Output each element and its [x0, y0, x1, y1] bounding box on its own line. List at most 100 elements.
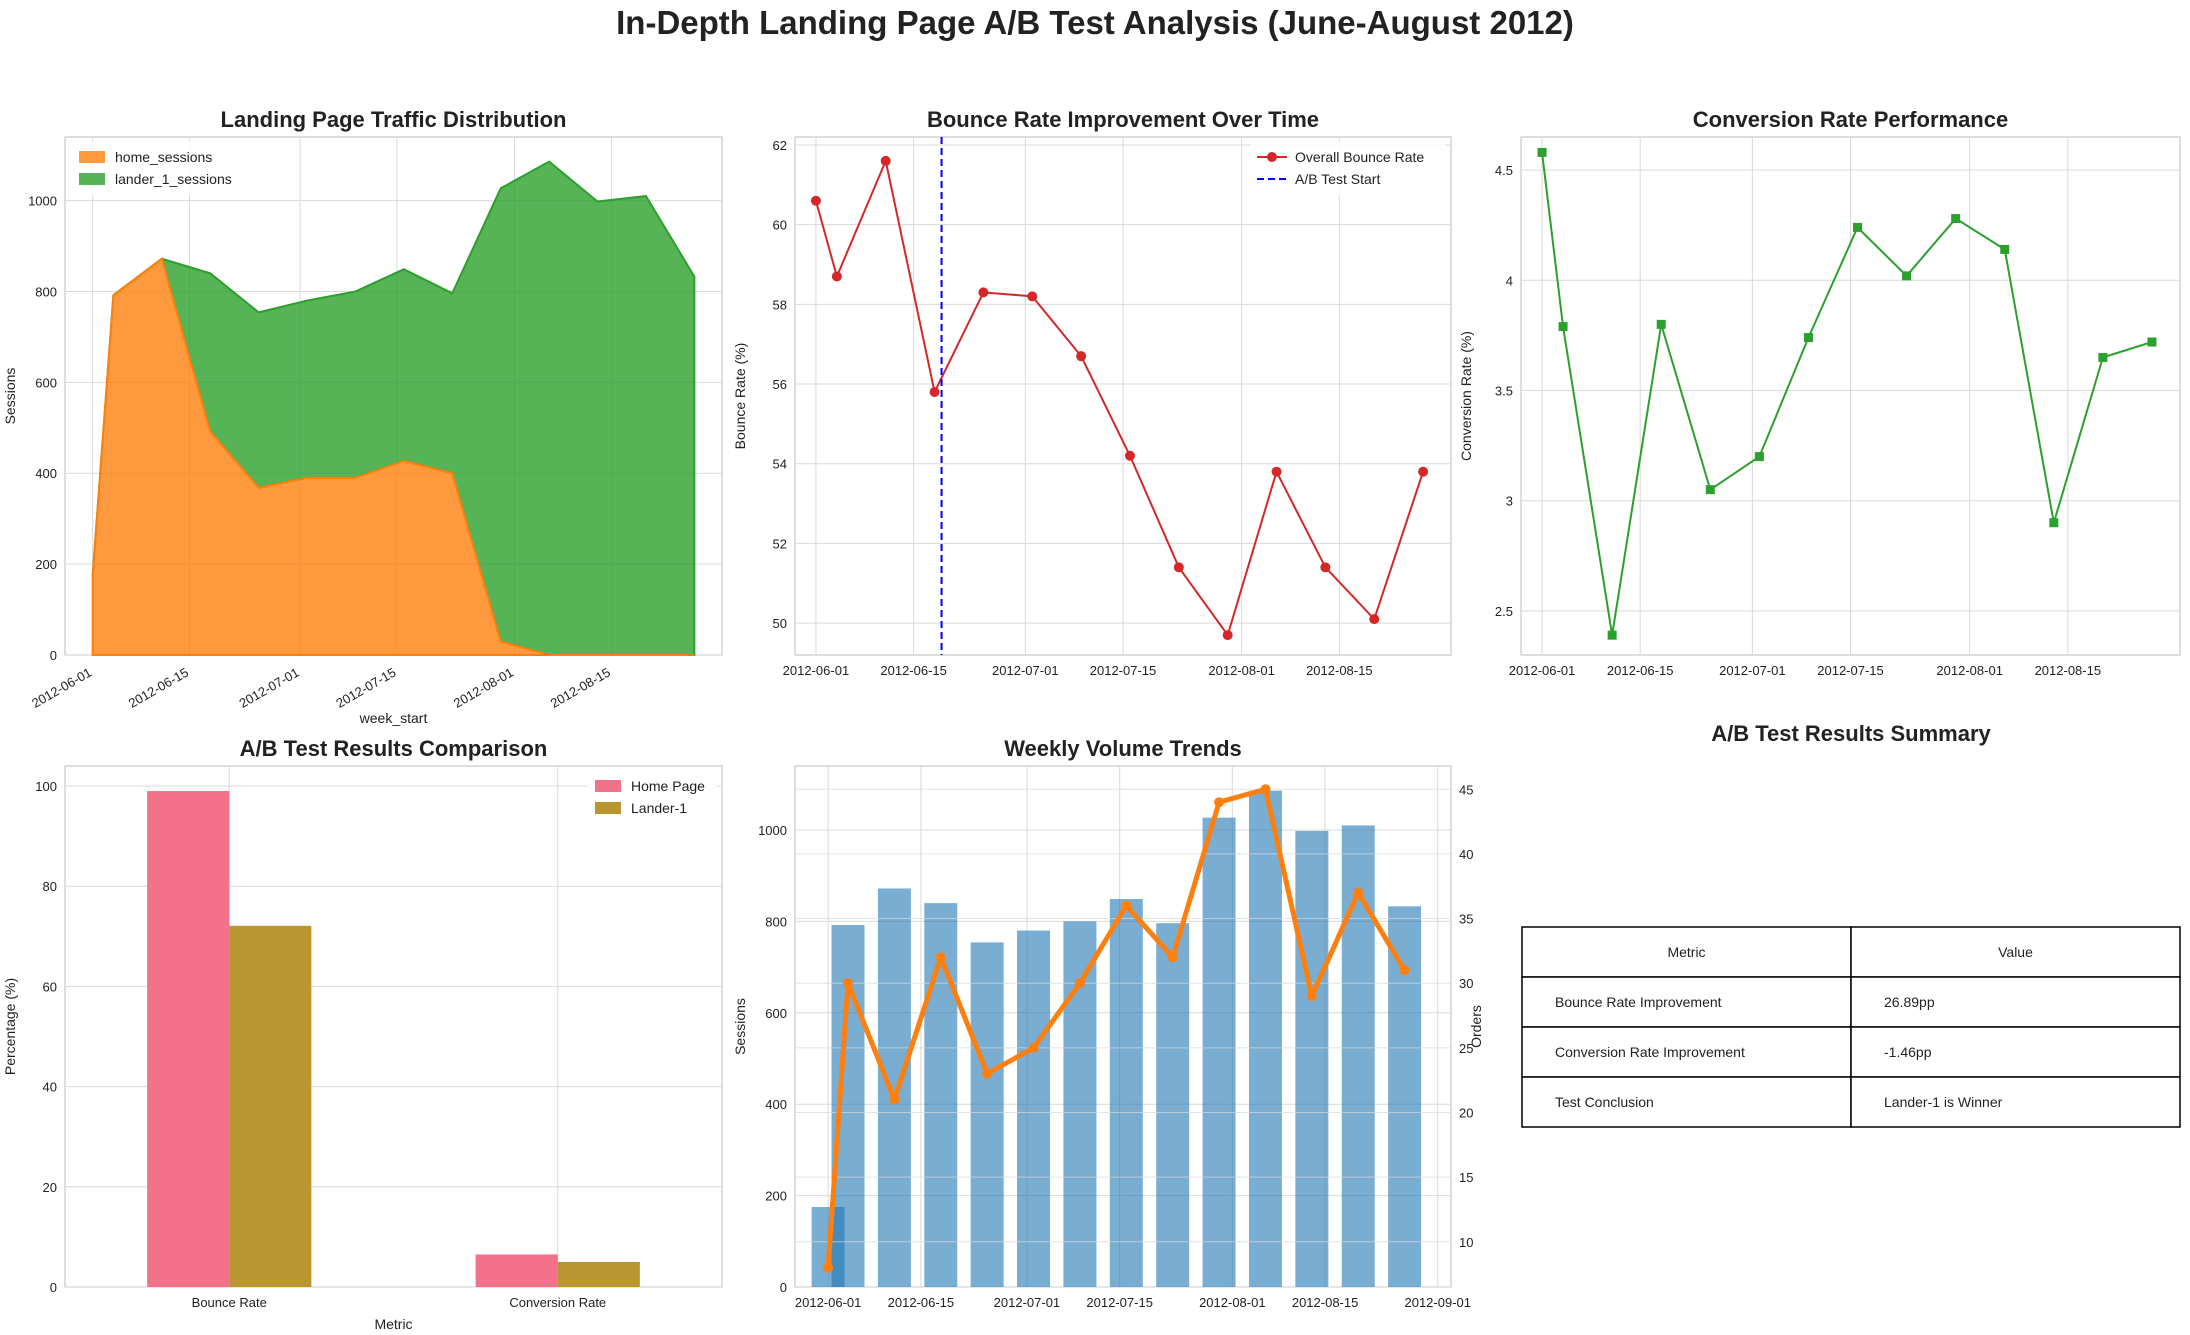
summary-cell — [1850, 976, 2181, 1028]
summary-cell — [1850, 1026, 2181, 1078]
sessions-bar — [1202, 817, 1236, 1287]
summary-metric-cell: Bounce Rate Improvement — [1555, 994, 1722, 1010]
traffic-ytick-label: 0 — [50, 648, 57, 663]
summary-header-metric: Metric — [1667, 944, 1705, 960]
traffic-chart: 0 200 400 600 800 1000 Sessions 2012-06-01 2012-… — [2, 107, 723, 726]
conversion-xtick-label: 2012-07-15 — [1817, 663, 1884, 678]
abcompare-chart: 0 20 40 60 80 100 Percentage (%) Bounce Rate Con… — [2, 736, 723, 1332]
summary-metric-cell: Test Conclusion — [1555, 1094, 1654, 1110]
volume-y2tick-label: 20 — [1459, 1105, 1473, 1120]
conversion-rate-point — [1558, 322, 1568, 332]
orders-point — [1260, 784, 1271, 795]
conversion-rate-point — [2000, 244, 2010, 254]
abcompare-xtick-label: Conversion Rate — [509, 1295, 606, 1310]
bounce-rate-point — [831, 271, 842, 282]
bounce-rate-point — [1418, 466, 1429, 477]
bounce-rate-point — [1076, 351, 1087, 362]
orders-point — [889, 1094, 900, 1105]
conversion-xtick-label: 2012-06-01 — [1509, 663, 1576, 678]
summary-cell — [1850, 1076, 2181, 1128]
bounce-legend-label: A/B Test Start — [1295, 171, 1380, 187]
traffic-legend-swatch — [79, 173, 105, 185]
bounce-ytick-label: 54 — [773, 457, 787, 472]
bounce-legend — [1251, 141, 1445, 195]
conversion-rate-line — [1541, 152, 2153, 636]
volume-title: Weekly Volume Trends — [1004, 736, 1242, 761]
traffic-xtick-label: 2012-06-01 — [29, 665, 94, 711]
volume-y2tick-label: 30 — [1459, 976, 1473, 991]
volume-ytick-label: 600 — [765, 1006, 787, 1021]
volume-ytick-label: 0 — [780, 1280, 787, 1295]
bounce-ytick-label: 50 — [773, 616, 787, 631]
traffic-ytick-label: 400 — [35, 466, 57, 481]
traffic-legend — [71, 141, 271, 195]
abcompare-ytick-label: 0 — [50, 1280, 57, 1295]
sessions-bar — [1063, 921, 1097, 1287]
conversion-ytick-label: 4.5 — [1495, 163, 1513, 178]
abcompare-ytick-label: 80 — [43, 879, 57, 894]
abcompare-legend-label: Lander-1 — [631, 800, 687, 816]
conversion-xtick-label: 2012-07-01 — [1719, 663, 1786, 678]
summary-value-cell: -1.46pp — [1884, 1044, 1932, 1060]
abcompare-ytick-label: 20 — [43, 1180, 57, 1195]
sessions-bar — [970, 942, 1004, 1287]
orders-point — [982, 1068, 993, 1079]
bounce-rate-point — [978, 287, 989, 298]
bounce-legend-marker — [1267, 152, 1277, 162]
bounce-rate-point — [929, 387, 940, 398]
orders-point — [1306, 991, 1317, 1002]
volume-y2tick-label: 35 — [1459, 912, 1473, 927]
conversion-ytick-label: 3 — [1506, 494, 1513, 509]
volume-y2tick-label: 45 — [1459, 782, 1473, 797]
bounce-ytick-label: 58 — [773, 297, 787, 312]
sessions-bar — [1341, 825, 1375, 1287]
conversion-xtick-label: 2012-08-15 — [2035, 663, 2102, 678]
orders-point — [1074, 978, 1085, 989]
abcompare-ytick-label: 100 — [35, 779, 57, 794]
conversion-rate-point — [2049, 518, 2059, 528]
volume-xtick-label: 2012-07-15 — [1086, 1295, 1153, 1310]
traffic-y-axis-label: Sessions — [2, 368, 18, 425]
volume-y2tick-label: 25 — [1459, 1041, 1473, 1056]
volume-xtick-label: 2012-08-01 — [1199, 1295, 1266, 1310]
conversion-y-axis-label: Conversion Rate (%) — [1458, 331, 1474, 461]
volume-xtick-label: 2012-07-01 — [994, 1295, 1061, 1310]
traffic-xtick-label: 2012-08-15 — [548, 665, 613, 711]
volume-ytick-label: 200 — [765, 1189, 787, 1204]
volume-xtick-label: 2012-09-01 — [1404, 1295, 1471, 1310]
home-page-bar — [147, 791, 230, 1287]
volume-y2-axis-label: Orders — [1468, 1005, 1484, 1048]
conversion-rate-point — [1537, 147, 1547, 157]
volume-ytick-label: 800 — [765, 914, 787, 929]
summary-title: A/B Test Results Summary — [1711, 721, 1991, 746]
abcompare-ytick-label: 40 — [43, 1080, 57, 1095]
sessions-bar — [1248, 790, 1282, 1287]
summary-cell — [1521, 1026, 1852, 1078]
conversion-rate-point — [1705, 485, 1715, 495]
sessions-bar — [877, 888, 911, 1287]
home-page-bar — [475, 1254, 558, 1287]
bounce-rate-point — [1271, 466, 1282, 477]
traffic-xtick-label: 2012-06-15 — [126, 665, 191, 711]
traffic-ytick-label: 600 — [35, 375, 57, 390]
orders-point — [1121, 900, 1132, 911]
abcompare-legend — [587, 770, 717, 824]
traffic-ytick-label: 800 — [35, 284, 57, 299]
bounce-xtick-label: 2012-08-01 — [1208, 663, 1275, 678]
abcompare-legend-label: Home Page — [631, 778, 705, 794]
conversion-chart: 2.5 3 3.5 4 4.5 Conversion Rate (%) 2012-06-01… — [1458, 107, 2181, 678]
volume-xtick-label: 2012-06-01 — [795, 1295, 862, 1310]
traffic-legend-swatch — [79, 151, 105, 163]
conversion-rate-point — [1754, 452, 1764, 462]
conversion-xtick-label: 2012-08-01 — [1936, 663, 2003, 678]
lander-1-bar — [229, 925, 312, 1287]
abcompare-ytick-label: 60 — [43, 979, 57, 994]
conversion-rate-point — [2147, 337, 2157, 347]
lander-1-bar — [557, 1261, 640, 1287]
summary-header-value: Value — [1998, 944, 2033, 960]
conversion-rate-point — [1607, 630, 1617, 640]
conversion-rate-point — [1656, 319, 1666, 329]
traffic-xtick-label: 2012-07-15 — [333, 665, 398, 711]
bounce-rate-line — [814, 157, 1425, 638]
